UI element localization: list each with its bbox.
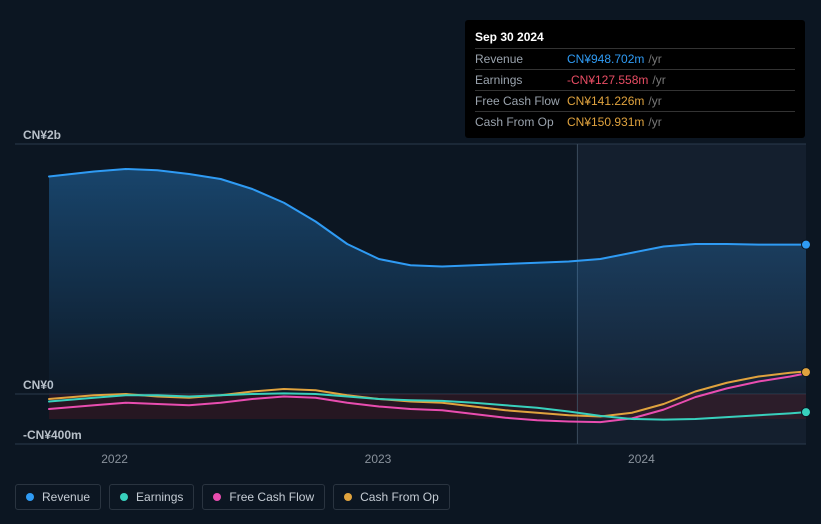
legend-label: Cash From Op [360,490,439,504]
legend-item-revenue[interactable]: Revenue [15,484,101,510]
chart-legend: Revenue Earnings Free Cash Flow Cash From O… [15,484,450,510]
legend-item-free-cash-flow[interactable]: Free Cash Flow [202,484,325,510]
legend-swatch-icon [344,493,352,501]
legend-label: Free Cash Flow [229,490,314,504]
financial-line-chart[interactable] [0,0,821,524]
legend-swatch-icon [120,493,128,501]
chart-container: Sep 30 2024 RevenueCN¥948.702m/yrEarning… [0,0,821,524]
legend-swatch-icon [26,493,34,501]
legend-item-cash-from-op[interactable]: Cash From Op [333,484,450,510]
legend-label: Revenue [42,490,90,504]
legend-label: Earnings [136,490,183,504]
legend-item-earnings[interactable]: Earnings [109,484,194,510]
legend-swatch-icon [213,493,221,501]
